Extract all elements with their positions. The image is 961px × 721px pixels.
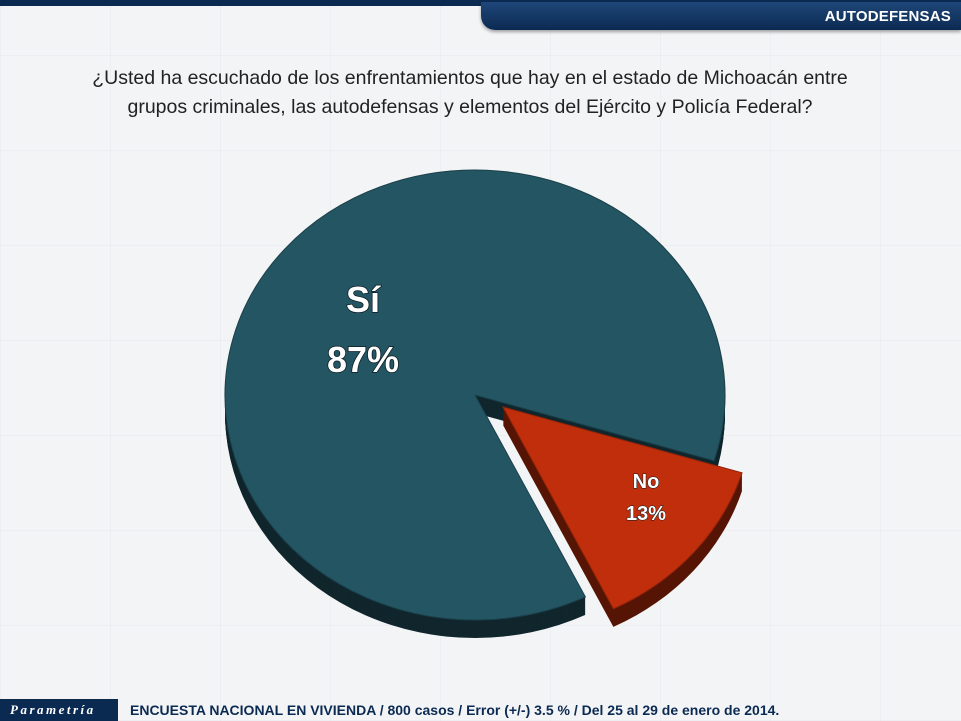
slice-value-label: 87% xyxy=(327,339,399,380)
section-title: AUTODEFENSAS xyxy=(824,8,951,25)
pie-slice-top xyxy=(224,169,726,621)
pie-slice-top xyxy=(501,406,743,610)
pie-slice-no xyxy=(501,406,743,627)
slice-label: No xyxy=(633,471,660,493)
brand-logo: Parametría xyxy=(0,699,118,721)
question-text: ¿Usted ha escuchado de los enfrentamient… xyxy=(92,67,848,118)
survey-footnote: ENCUESTA NACIONAL EN VIVIENDA / 800 caso… xyxy=(130,702,780,718)
slice-label: Sí xyxy=(346,279,381,320)
pie-slice-si xyxy=(224,169,726,638)
section-tab: AUTODEFENSAS xyxy=(481,2,961,30)
slice-value-label: 13% xyxy=(626,503,666,525)
top-strip xyxy=(0,0,961,6)
